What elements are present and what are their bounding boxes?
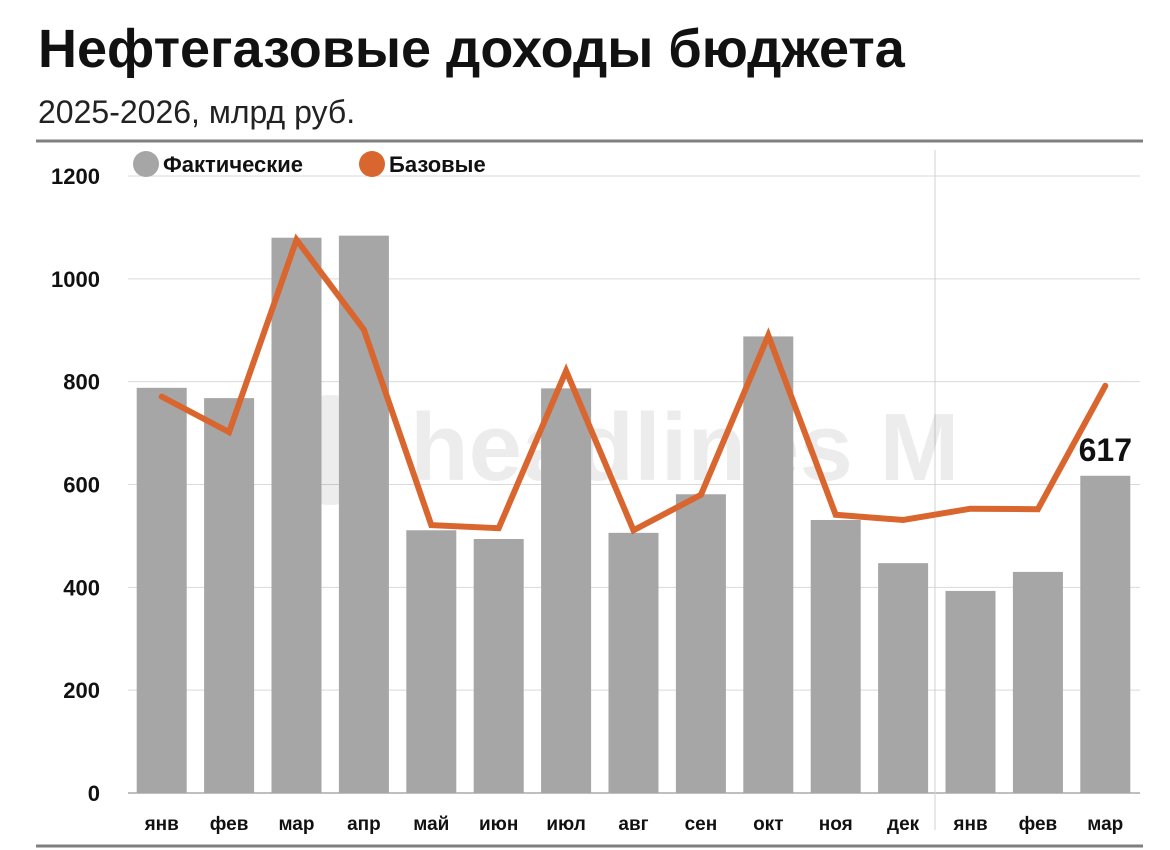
x-tick-label: сен — [685, 814, 718, 835]
bar — [608, 532, 659, 793]
legend-label-actual: Фактические — [163, 152, 303, 177]
x-tick-label: июн — [479, 814, 518, 835]
data-label: 617 — [1079, 432, 1132, 468]
x-tick-label: авг — [618, 814, 648, 835]
x-tick-label: фев — [210, 814, 249, 835]
bar — [878, 563, 929, 793]
x-tick-label: апр — [347, 814, 381, 835]
watermark-text: headlines M — [410, 394, 959, 501]
x-tick-label: ноя — [819, 814, 853, 835]
bar — [204, 398, 255, 793]
x-tick-label: июл — [546, 814, 586, 835]
legend-swatch-base — [359, 151, 385, 177]
bar — [541, 388, 592, 793]
bar — [1080, 475, 1131, 793]
x-tick-label: окт — [753, 814, 783, 835]
bar — [136, 387, 187, 793]
bar — [473, 539, 524, 793]
bar — [1012, 571, 1063, 793]
bar — [945, 590, 996, 793]
y-tick-label: 600 — [63, 473, 100, 498]
legend-label-base: Базовые — [389, 152, 486, 177]
bar — [810, 519, 861, 793]
x-tick-label: янв — [952, 814, 987, 835]
x-tick-label: дек — [887, 814, 920, 835]
bar — [675, 494, 726, 793]
y-tick-label: 1000 — [51, 267, 100, 292]
y-tick-label: 0 — [88, 781, 100, 806]
x-tick-label: май — [413, 814, 449, 835]
y-tick-label: 800 — [63, 370, 100, 395]
y-tick-label: 200 — [63, 678, 100, 703]
x-tick-label: мар — [279, 814, 315, 835]
bar — [406, 530, 457, 793]
bar — [743, 336, 794, 793]
bar — [338, 235, 389, 794]
x-tick-label: мар — [1087, 814, 1123, 835]
y-tick-label: 1200 — [51, 164, 100, 189]
bar — [271, 237, 322, 793]
legend-swatch-actual — [133, 151, 159, 177]
x-tick-label: фев — [1019, 814, 1058, 835]
x-tick-label: янв — [144, 814, 179, 835]
y-tick-label: 400 — [63, 575, 100, 600]
chart-title: Нефтегазовые доходы бюджета — [38, 19, 905, 79]
chart-subtitle: 2025-2026, млрд руб. — [38, 94, 356, 130]
